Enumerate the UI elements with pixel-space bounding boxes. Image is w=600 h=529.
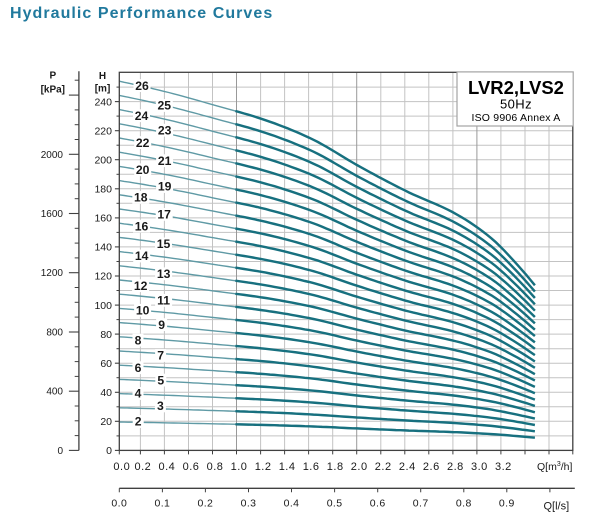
svg-text:4: 4 (135, 387, 142, 401)
svg-text:11: 11 (157, 294, 170, 308)
svg-text:1.0: 1.0 (231, 461, 248, 473)
svg-text:0.2: 0.2 (198, 497, 214, 509)
svg-text:13: 13 (157, 267, 171, 281)
svg-text:16: 16 (135, 219, 149, 233)
svg-text:P: P (49, 71, 56, 82)
svg-text:2.8: 2.8 (447, 461, 464, 473)
svg-text:0.6: 0.6 (183, 461, 200, 473)
svg-text:LVR2,LVS2: LVR2,LVS2 (468, 77, 564, 98)
svg-text:220: 220 (94, 125, 112, 137)
svg-text:10: 10 (136, 304, 150, 318)
svg-text:0.0: 0.0 (113, 461, 130, 473)
svg-text:1.6: 1.6 (303, 461, 320, 473)
svg-text:26: 26 (135, 79, 149, 93)
svg-text:22: 22 (136, 136, 150, 150)
svg-text:1.2: 1.2 (255, 461, 272, 473)
svg-text:40: 40 (100, 387, 112, 399)
svg-text:60: 60 (100, 358, 112, 370)
svg-text:2.6: 2.6 (423, 461, 440, 473)
svg-text:Q[l/s]: Q[l/s] (544, 500, 570, 512)
svg-text:0.4: 0.4 (159, 461, 176, 473)
svg-text:400: 400 (46, 387, 63, 398)
svg-text:2: 2 (135, 415, 142, 429)
svg-text:1200: 1200 (41, 268, 64, 279)
svg-text:7: 7 (157, 349, 164, 363)
svg-text:0.5: 0.5 (327, 497, 343, 509)
svg-text:0.7: 0.7 (413, 497, 429, 509)
svg-text:0.6: 0.6 (370, 497, 386, 509)
svg-text:0: 0 (106, 445, 112, 457)
svg-text:240: 240 (94, 96, 112, 108)
svg-text:18: 18 (134, 191, 148, 205)
svg-text:50Hz: 50Hz (500, 97, 532, 112)
svg-text:180: 180 (94, 184, 112, 196)
svg-text:12: 12 (134, 279, 148, 293)
svg-text:5: 5 (157, 373, 164, 387)
svg-text:8: 8 (135, 333, 142, 347)
svg-text:9: 9 (158, 318, 165, 332)
svg-text:20: 20 (100, 416, 112, 428)
svg-text:160: 160 (94, 213, 112, 225)
svg-text:3.0: 3.0 (471, 461, 488, 473)
svg-text:2.4: 2.4 (399, 461, 416, 473)
svg-text:1.4: 1.4 (279, 461, 296, 473)
svg-text:0.4: 0.4 (284, 497, 300, 509)
svg-text:3: 3 (157, 399, 164, 413)
svg-text:ISO 9906 Annex A: ISO 9906 Annex A (471, 112, 560, 124)
svg-text:140: 140 (94, 242, 112, 254)
svg-text:1600: 1600 (41, 209, 64, 220)
svg-text:0.2: 0.2 (135, 461, 152, 473)
svg-text:800: 800 (46, 328, 63, 339)
svg-text:25: 25 (158, 99, 172, 113)
svg-text:Q[m3/h]: Q[m3/h] (537, 461, 573, 473)
svg-text:21: 21 (158, 154, 172, 168)
svg-text:120: 120 (94, 271, 112, 283)
svg-text:2.2: 2.2 (375, 461, 392, 473)
svg-text:0.0: 0.0 (111, 497, 127, 509)
svg-text:0.8: 0.8 (207, 461, 224, 473)
svg-text:200: 200 (94, 154, 112, 166)
svg-text:0.1: 0.1 (155, 497, 171, 509)
svg-text:[m]: [m] (95, 83, 111, 94)
svg-text:0: 0 (57, 446, 63, 457)
svg-text:100: 100 (94, 300, 112, 312)
svg-text:H: H (99, 71, 106, 82)
svg-text:15: 15 (157, 237, 171, 251)
svg-text:[kPa]: [kPa] (41, 84, 65, 95)
svg-text:1.8: 1.8 (327, 461, 344, 473)
svg-text:3.2: 3.2 (495, 461, 512, 473)
svg-text:0.8: 0.8 (456, 497, 472, 509)
svg-text:23: 23 (158, 123, 172, 137)
svg-text:17: 17 (157, 208, 171, 222)
svg-text:0.3: 0.3 (241, 497, 257, 509)
svg-text:6: 6 (135, 361, 142, 375)
svg-text:19: 19 (158, 180, 172, 194)
svg-text:24: 24 (135, 109, 149, 123)
svg-text:2000: 2000 (41, 150, 64, 161)
svg-text:20: 20 (136, 163, 150, 177)
svg-text:2.0: 2.0 (351, 461, 368, 473)
svg-text:14: 14 (135, 249, 149, 263)
svg-text:80: 80 (100, 329, 112, 341)
svg-text:0.9: 0.9 (499, 497, 515, 509)
